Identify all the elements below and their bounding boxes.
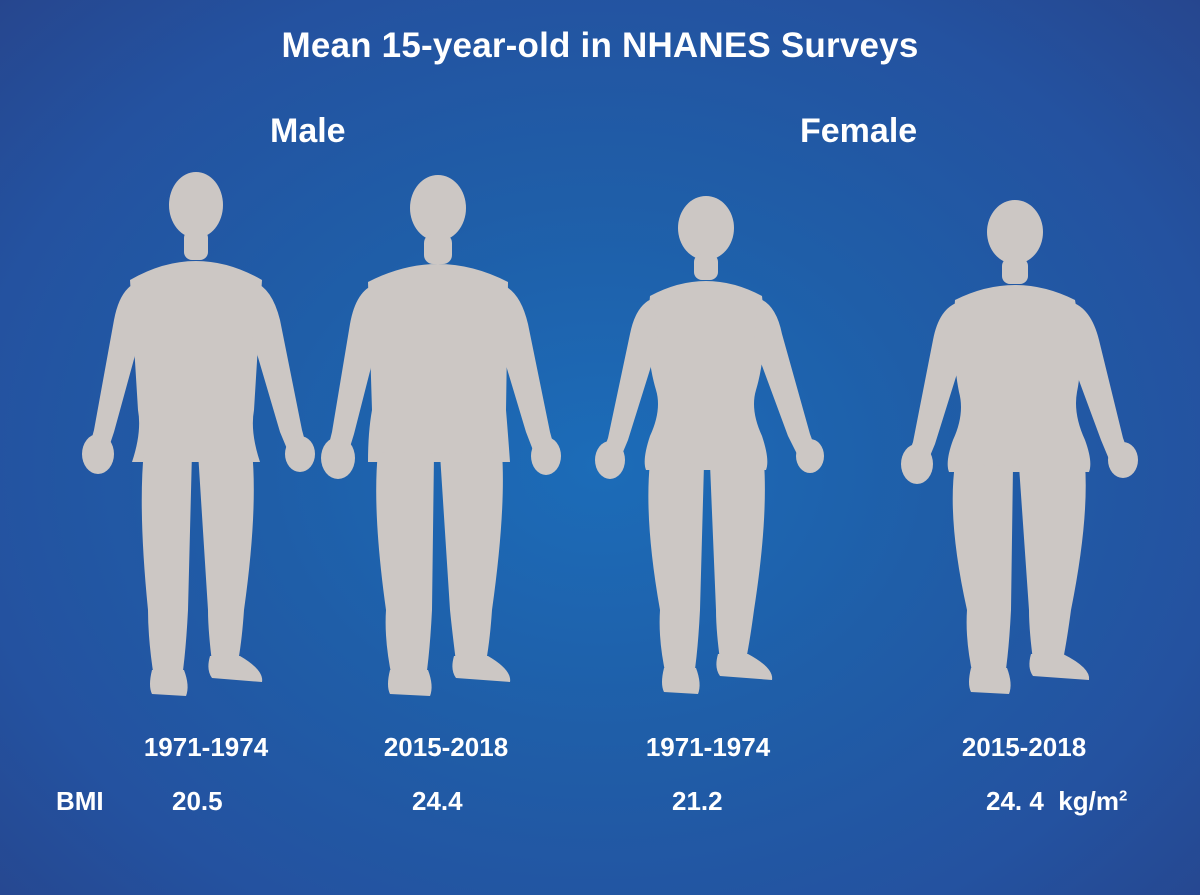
male-body-2015-2018 (321, 175, 561, 696)
bmi-unit: kg/m2 (1058, 786, 1127, 816)
slide-title: Mean 15-year-old in NHANES Surveys (281, 26, 919, 65)
bmi-value-female-recent-number: 24. 4 (986, 786, 1044, 816)
group-label-male: Male (270, 112, 346, 150)
bmi-value-male-early: 20.5 (172, 786, 223, 816)
bmi-value-female-recent: 24. 4 kg/m2 (986, 786, 1127, 817)
period-label-male-early: 1971-1974 (143, 732, 269, 762)
period-label-female-recent: 2015-2018 (961, 732, 1087, 762)
female-body-2015-2018 (901, 200, 1138, 694)
bmi-unit-text: kg/m (1058, 786, 1119, 816)
bmi-value-male-recent: 24.4 (412, 786, 463, 816)
male-body-1971-1974 (82, 172, 315, 696)
bmi-label: BMI (56, 786, 104, 816)
bmi-unit-superscript: 2 (1118, 787, 1128, 805)
period-label-male-recent: 2015-2018 (383, 732, 509, 762)
group-label-female: Female (800, 112, 918, 150)
period-label-female-early: 1971-1974 (645, 732, 771, 762)
bmi-value-female-early: 21.2 (672, 786, 723, 816)
female-body-1971-1974 (595, 196, 824, 694)
